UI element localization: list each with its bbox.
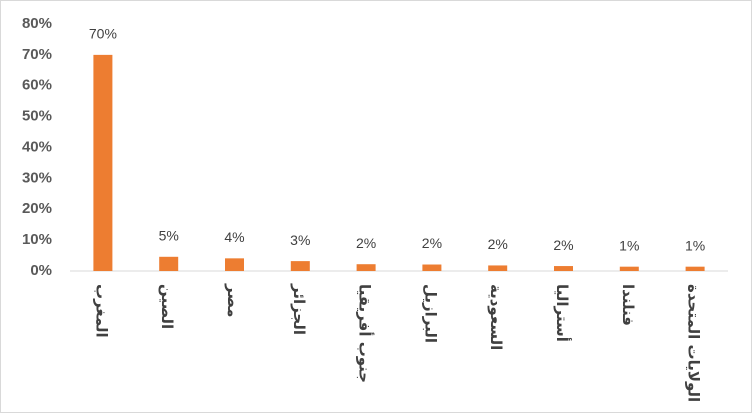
- bar: [290, 261, 310, 271]
- x-tick-label: أستراليا: [553, 284, 572, 342]
- x-tick-label: السعودية: [487, 284, 505, 350]
- bar: [619, 266, 639, 271]
- data-label: 5%: [159, 228, 179, 244]
- bar: [225, 258, 244, 271]
- data-label: 1%: [685, 237, 705, 253]
- y-tick-label: 0%: [30, 262, 52, 279]
- data-label: 2%: [488, 236, 508, 252]
- y-tick-label: 40%: [22, 138, 52, 155]
- x-tick-label: الولايات المتحدة: [685, 284, 703, 402]
- bar: [422, 264, 442, 271]
- y-tick-label: 60%: [22, 77, 52, 94]
- data-label: 70%: [89, 26, 117, 42]
- x-tick-label: فنلندا: [619, 284, 637, 326]
- y-tick-label: 50%: [22, 108, 52, 125]
- data-label: 2%: [553, 237, 573, 253]
- bar: [488, 265, 508, 271]
- x-tick-label: البرازيل: [421, 284, 439, 343]
- x-tick-label: جنوب أفريقيا: [356, 284, 375, 383]
- x-tick-label: الجزائر: [290, 283, 308, 335]
- x-tick-label: الصين: [158, 284, 176, 329]
- data-label: 3%: [290, 232, 310, 248]
- y-tick-label: 80%: [22, 15, 52, 32]
- data-label: 2%: [356, 235, 376, 251]
- bar: [685, 266, 705, 271]
- data-label: 4%: [224, 229, 244, 245]
- x-tick-label: مصر: [224, 283, 242, 317]
- y-tick-label: 20%: [22, 200, 52, 217]
- bar: [554, 266, 573, 271]
- bar: [356, 264, 376, 271]
- y-tick-label: 10%: [22, 231, 52, 248]
- y-tick-label: 30%: [22, 169, 52, 186]
- y-tick-label: 70%: [22, 46, 52, 63]
- bar: [93, 54, 113, 271]
- data-label: 1%: [619, 237, 639, 253]
- data-label: 2%: [422, 235, 442, 251]
- x-tick-label: المغرب: [92, 284, 110, 338]
- bar: [159, 256, 179, 271]
